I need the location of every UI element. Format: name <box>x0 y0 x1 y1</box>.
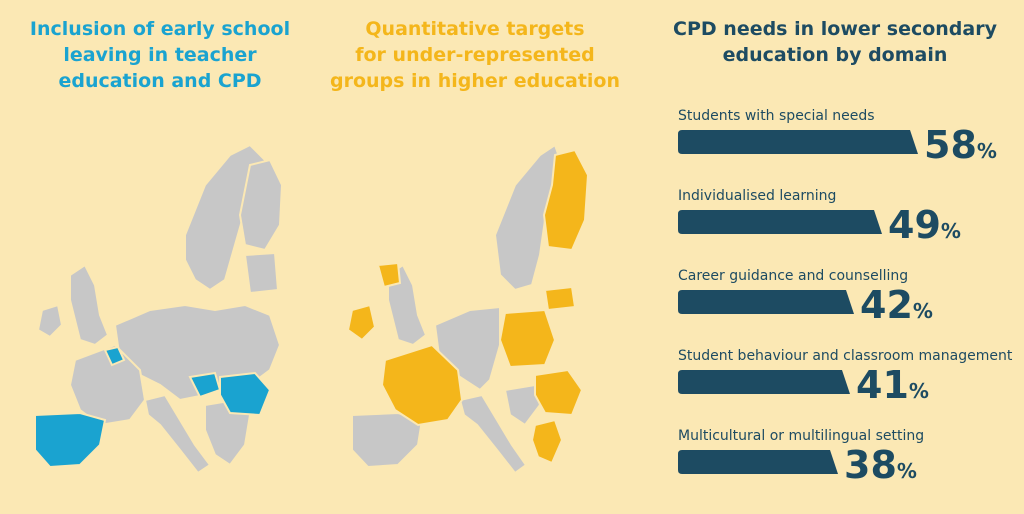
europe-map-early-school-leaving <box>34 143 284 475</box>
bar <box>678 210 882 234</box>
bar-category-label: Student behaviour and classroom manageme… <box>678 348 1013 364</box>
region-italy <box>458 393 528 475</box>
region-finland-highlighted <box>542 148 590 252</box>
region-ireland <box>36 303 64 339</box>
bar-category-label: Multicultural or multilingual setting <box>678 428 924 444</box>
region-uk <box>69 263 110 347</box>
europe-map-quantitative-targets <box>346 143 590 475</box>
bar-category-label: Individualised learning <box>678 188 836 204</box>
title-line: groups in higher education <box>329 70 621 92</box>
title-line: for under-represented <box>355 44 595 66</box>
panel-title-early-school-leaving: Inclusion of early school leaving in tea… <box>10 16 310 94</box>
region-greece-highlighted <box>530 418 564 465</box>
title-line: Inclusion of early school <box>29 18 291 40</box>
bar <box>678 450 838 474</box>
region-romania-highlighted <box>534 368 584 417</box>
panel-title-cpd-needs: CPD needs in lower secondary education b… <box>660 16 1010 68</box>
bar-value-label: 38% <box>844 443 917 487</box>
bar <box>678 130 918 154</box>
region-uk <box>387 263 428 347</box>
panel-title-quantitative-targets: Quantitative targets for under-represent… <box>325 16 625 94</box>
bar-value-label: 58% <box>924 123 997 167</box>
region-france-highlighted <box>380 343 464 427</box>
bar-category-label: Students with special needs <box>678 108 875 124</box>
region-balkans <box>503 383 542 427</box>
region-ireland-highlighted <box>346 303 377 342</box>
title-line: CPD needs in lower secondary <box>673 18 997 40</box>
region-finland <box>238 158 284 252</box>
bar-category-label: Career guidance and counselling <box>678 268 908 284</box>
region-poland-highlighted <box>498 308 557 369</box>
title-line: education by domain <box>722 44 948 66</box>
cpd-needs-bar-chart: Students with special needs 58% Individual… <box>678 108 1013 487</box>
region-france <box>68 343 147 427</box>
region-italy <box>143 393 212 475</box>
region-scotland-highlighted <box>376 261 402 289</box>
region-benelux-highlighted <box>103 345 126 367</box>
title-line: education and CPD <box>58 70 262 92</box>
bar-value-label: 49% <box>888 203 961 247</box>
region-baltics <box>243 251 280 295</box>
region-lithuania-highlighted <box>543 285 577 312</box>
bar-value-label: 41% <box>856 363 929 407</box>
bar <box>678 370 850 394</box>
bar-value-label: 42% <box>860 283 933 327</box>
region-spain-portugal-highlighted <box>34 411 107 469</box>
title-line: leaving in teacher <box>63 44 257 66</box>
bar <box>678 290 854 314</box>
title-line: Quantitative targets <box>365 18 585 40</box>
region-romania-highlighted <box>219 371 272 417</box>
